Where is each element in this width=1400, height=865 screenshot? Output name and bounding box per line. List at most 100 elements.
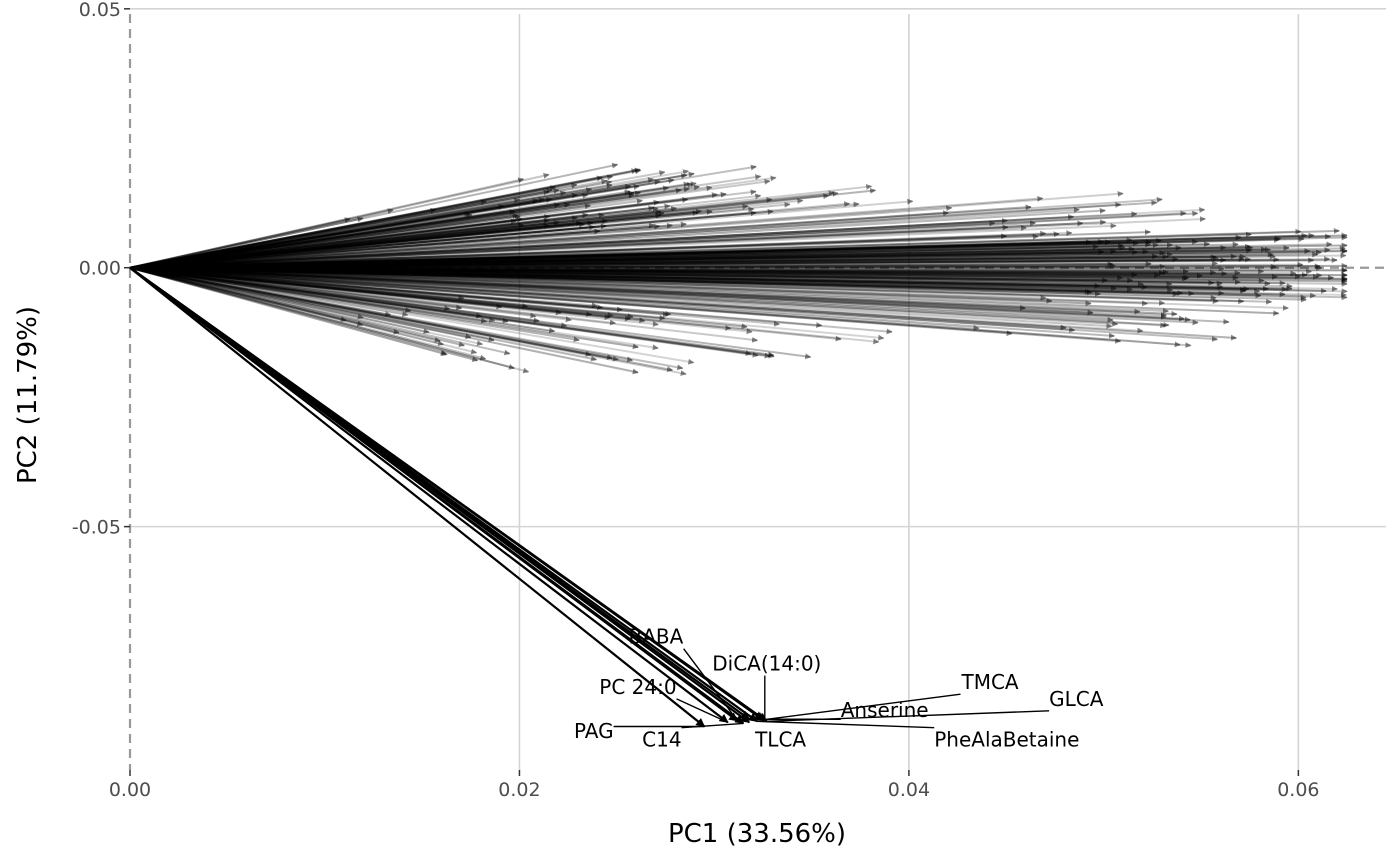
loading-vector [129, 244, 1254, 269]
loading-vector [129, 266, 1161, 279]
loading-vector [129, 266, 1278, 280]
loading-vector [129, 261, 1304, 269]
loading-vector [129, 218, 609, 269]
loading-vector [129, 266, 1203, 279]
loading-vector [129, 266, 639, 375]
loading-vector [129, 220, 594, 269]
loading-vector [129, 187, 682, 269]
loading-vector [129, 251, 1319, 269]
loading-vector [129, 266, 1174, 293]
loading-vector [129, 228, 1302, 269]
loading-vector [129, 236, 1280, 269]
loading-vector [129, 266, 409, 318]
loading-vector [129, 251, 1274, 269]
loading-vector [129, 224, 596, 269]
loading-vector [129, 223, 550, 269]
loading-vector [129, 222, 1117, 269]
loading-vector [129, 252, 1347, 269]
loading-vector [129, 257, 1227, 269]
loading-vector [129, 248, 1149, 269]
loading-vector [129, 239, 1112, 269]
loading-vector [129, 266, 1338, 292]
loading-vector [129, 241, 1152, 269]
loading-vector [129, 198, 539, 269]
loading-vector [129, 190, 567, 269]
loading-vector [129, 241, 1239, 269]
loading-vector [129, 266, 1239, 281]
loading-vector [129, 266, 639, 350]
loading-vector [129, 197, 553, 269]
loading-vector [129, 266, 556, 334]
loading-vector [129, 266, 669, 318]
loading-vector [129, 247, 1331, 269]
loading-vector [129, 189, 631, 269]
loading-vector [129, 266, 1348, 287]
loading-vector [129, 255, 1245, 269]
loading-vector [129, 231, 1060, 269]
loading-vector [129, 179, 613, 269]
grid-lines [130, 8, 1386, 770]
variable-label: TMCA [960, 670, 1018, 694]
loading-vector [129, 162, 619, 269]
loading-vector [129, 212, 605, 269]
loading-vector [129, 266, 634, 363]
loading-vector [129, 201, 860, 269]
loading-vector [129, 266, 1348, 282]
loading-vector [129, 266, 1348, 283]
loading-vector [129, 266, 1165, 276]
loading-vector [129, 266, 1286, 298]
loading-vector [129, 266, 1230, 325]
loading-vector [129, 266, 592, 357]
loading-vector [129, 210, 665, 269]
loading-vector [129, 266, 465, 348]
loading-vector [129, 210, 950, 269]
loading-vector [129, 257, 1338, 269]
loading-vector [129, 249, 1139, 269]
loading-vector [129, 266, 823, 328]
loading-vector [129, 266, 1247, 293]
loading-vector [129, 266, 509, 324]
loading-vector [129, 210, 1199, 269]
loading-vector [129, 266, 537, 319]
loading-vector [129, 211, 1138, 269]
loading-vector [129, 222, 655, 269]
loading-vector [129, 211, 471, 269]
loading-vector [129, 266, 775, 359]
loading-vector [129, 266, 1166, 306]
loading-vector [129, 266, 1178, 317]
loading-vector [129, 184, 700, 269]
loading-vector [129, 228, 601, 269]
loading-vector [129, 266, 1237, 341]
label-leader [681, 722, 744, 729]
loading-vector [129, 168, 642, 269]
loading-vector [129, 266, 1217, 301]
x-tick-label: 0.04 [888, 779, 930, 801]
loading-vector [129, 203, 749, 269]
loading-vector [129, 266, 1348, 274]
loading-vector [129, 266, 1347, 298]
loading-vector [129, 266, 1317, 299]
loading-vector [129, 173, 688, 269]
loading-vector [129, 266, 1067, 331]
loading-vector [129, 206, 755, 269]
loading-vector [129, 266, 1215, 286]
loading-vector [129, 174, 762, 269]
loading-vector [129, 177, 654, 269]
loading-vector [129, 242, 1348, 269]
loading-vector [129, 266, 1094, 316]
loading-vector [129, 266, 1134, 284]
loading-vector [129, 175, 777, 269]
label-leader-lines [613, 648, 1050, 729]
loading-vector [129, 266, 1145, 288]
loading-vector [129, 250, 1166, 269]
loading-vector [129, 233, 1332, 269]
loading-vector [129, 220, 1084, 269]
y-axis-title: PC2 (11.79%) [13, 306, 43, 484]
loading-vector [129, 227, 1340, 269]
loading-vector [129, 205, 655, 269]
loading-vector [129, 214, 521, 269]
loading-vector [129, 266, 562, 316]
loading-vector [129, 266, 1109, 284]
loading-vector [129, 190, 635, 269]
loading-vector [129, 253, 1169, 269]
